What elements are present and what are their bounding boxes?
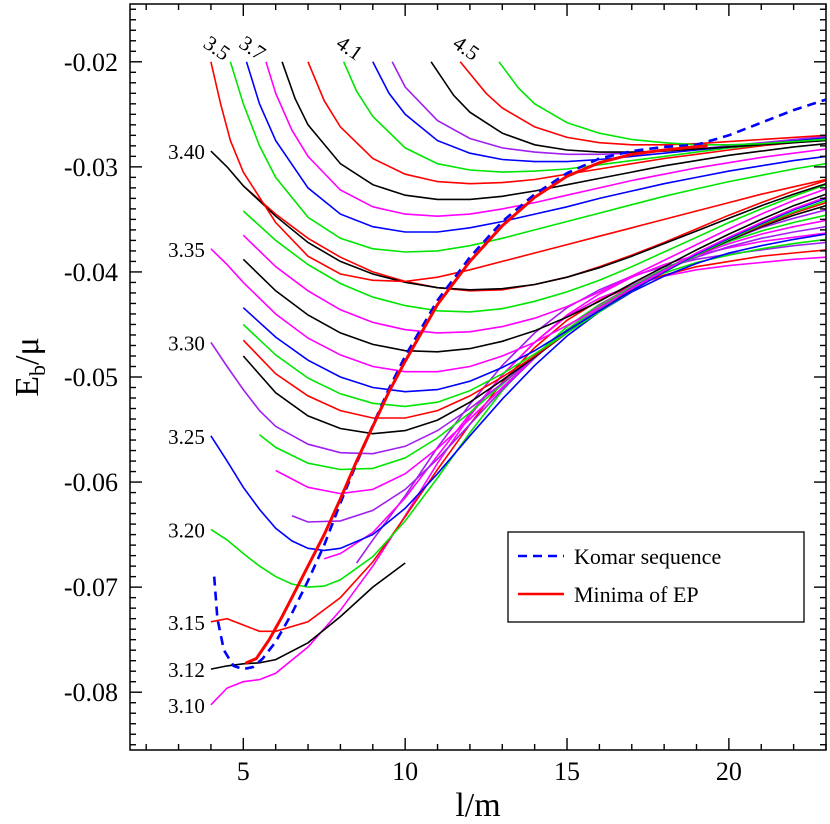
y-tick-label: -0.06 <box>64 468 118 497</box>
x-tick-label: 15 <box>554 757 580 786</box>
series-line-3.7 <box>245 61 826 233</box>
curve-label-3.25: 3.25 <box>168 425 205 449</box>
curve-labels: 3.10 3.12 3.15 3.20 3.25 3.30 3.35 3.40 3.5 3.7 4.… <box>168 31 484 718</box>
series-line-4.4 <box>430 61 826 153</box>
y-tick-label: -0.08 <box>64 678 118 707</box>
y-axis-title-main: E <box>9 376 46 397</box>
y-axis-title-tail: /μ <box>9 337 46 365</box>
x-axis-title: l/m <box>455 787 500 824</box>
series-line-4.0 <box>307 61 826 185</box>
curve-label-3.5: 3.5 <box>199 31 234 66</box>
series-line-3.31 <box>242 204 826 435</box>
series-line-4.5 <box>459 61 826 146</box>
curve-label-3.40: 3.40 <box>168 140 205 164</box>
curve-label-4.5: 4.5 <box>449 31 484 66</box>
legend-box <box>507 531 805 623</box>
series-line-3.36 <box>242 193 826 353</box>
series-line-4.6 <box>498 61 826 146</box>
y-tick-label: -0.03 <box>64 153 118 182</box>
x-tick-label: 10 <box>392 757 418 786</box>
series-line-3.8 <box>265 61 826 218</box>
curve-label-3.15: 3.15 <box>168 611 205 635</box>
curve-label-3.30: 3.30 <box>168 331 205 355</box>
y-axis-title-sub: b <box>25 365 50 376</box>
y-axis-title: Eb/μ <box>9 337 50 396</box>
y-tick-label: -0.02 <box>64 48 118 77</box>
y-tick-label: -0.07 <box>64 573 118 602</box>
legend-minima-label: Minima of EP <box>574 582 699 607</box>
axes-frame: 5 10 15 20 -0.02 -0.03 -0.04 -0.05 -0.06 -0.07 -0.… <box>64 3 827 786</box>
curve-label-3.10: 3.10 <box>168 694 205 718</box>
curve-label-4.1: 4.1 <box>332 31 367 66</box>
series-line-3.9 <box>281 61 826 201</box>
minima-of-ep-line <box>245 144 708 665</box>
series-line-3.5 <box>210 61 826 283</box>
series-line-3.17 <box>355 241 826 564</box>
legend: Komar sequence Minima of EP <box>507 531 805 623</box>
series-line-3.35 <box>210 196 826 373</box>
series-line-3.25 <box>210 233 826 552</box>
series-line-3.37 <box>242 188 826 334</box>
y-tick-label: -0.04 <box>64 258 118 287</box>
series-line-4.3 <box>391 61 826 156</box>
x-tick-label: 20 <box>716 757 742 786</box>
series-line-3.34 <box>242 197 826 393</box>
series-line-4.1 <box>342 61 826 173</box>
series-line-3.33 <box>242 199 826 408</box>
x-tick-label: 5 <box>237 757 250 786</box>
series-line-3.22 <box>323 232 826 560</box>
curve-label-3.7: 3.7 <box>235 31 270 66</box>
svg-text:Eb/μ: Eb/μ <box>9 337 50 396</box>
series-line-3.10 <box>210 256 826 706</box>
y-tick-label: -0.05 <box>64 363 118 392</box>
series-line-3.6 <box>229 61 826 253</box>
series-line-3.40 <box>210 150 826 291</box>
curve-label-3.20: 3.20 <box>168 518 205 542</box>
plot-area <box>210 61 826 706</box>
curve-label-3.35: 3.35 <box>168 238 205 262</box>
legend-komar-label: Komar sequence <box>574 544 721 569</box>
series-line-3.38 <box>242 183 826 313</box>
curve-label-3.12: 3.12 <box>168 658 205 682</box>
